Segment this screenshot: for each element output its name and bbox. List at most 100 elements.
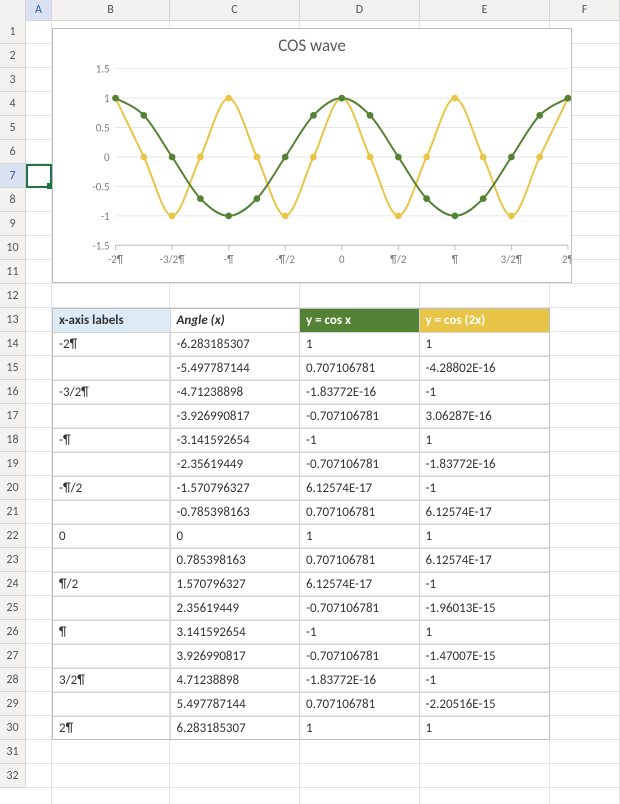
column-header-D[interactable]: D — [300, 0, 420, 20]
table-cell[interactable]: 0 — [171, 525, 300, 549]
table-cell[interactable]: -0.785398163 — [171, 501, 300, 525]
table-cell[interactable]: 6.12574E-17 — [420, 549, 549, 573]
table-cell[interactable]: -0.707106781 — [300, 453, 420, 477]
row-header-1[interactable]: 1 — [0, 20, 26, 44]
row-header-13[interactable]: 13 — [0, 308, 26, 332]
row-header-27[interactable]: 27 — [0, 644, 26, 668]
table-cell[interactable]: -3.926990817 — [171, 405, 300, 429]
table-cell[interactable] — [53, 645, 171, 669]
table-cell[interactable]: 1 — [300, 333, 420, 357]
row-header-3[interactable]: 3 — [0, 68, 26, 92]
row-header-8[interactable]: 8 — [0, 188, 26, 212]
table-cell[interactable]: -1 — [300, 621, 420, 645]
table-cell[interactable]: 3/2¶ — [53, 669, 171, 693]
table-cell[interactable] — [53, 405, 171, 429]
table-cell[interactable]: -1 — [420, 573, 549, 597]
table-cell[interactable]: 3.06287E-16 — [420, 405, 549, 429]
row-header-5[interactable]: 5 — [0, 116, 26, 140]
row-header-11[interactable]: 11 — [0, 260, 26, 284]
table-cell[interactable]: -1.47007E-15 — [420, 645, 549, 669]
row-header-6[interactable]: 6 — [0, 140, 26, 164]
row-header-30[interactable]: 30 — [0, 716, 26, 740]
table-cell[interactable] — [53, 549, 171, 573]
row-header-26[interactable]: 26 — [0, 620, 26, 644]
table-cell[interactable]: -1 — [420, 477, 549, 501]
table-cell[interactable]: -1.570796327 — [171, 477, 300, 501]
table-cell[interactable]: 1 — [420, 717, 549, 741]
table-cell[interactable] — [53, 597, 171, 621]
table-cell[interactable] — [53, 693, 171, 717]
table-cell[interactable]: 0.707106781 — [300, 501, 420, 525]
table-cell[interactable]: 6.12574E-17 — [300, 573, 420, 597]
row-header-17[interactable]: 17 — [0, 404, 26, 428]
table-cell[interactable]: -1.83772E-16 — [300, 381, 420, 405]
table-cell[interactable]: 1.570796327 — [171, 573, 300, 597]
table-header-cell[interactable]: y = cos (2x) — [420, 309, 549, 333]
table-cell[interactable]: 2.35619449 — [171, 597, 300, 621]
select-all-corner[interactable] — [0, 0, 26, 20]
row-header-10[interactable]: 10 — [0, 236, 26, 260]
row-header-15[interactable]: 15 — [0, 356, 26, 380]
table-header-cell[interactable]: x-axis labels — [53, 309, 171, 333]
table-cell[interactable]: -2.35619449 — [171, 453, 300, 477]
table-cell[interactable]: -0.707106781 — [300, 405, 420, 429]
table-cell[interactable]: -¶ — [53, 429, 171, 453]
table-cell[interactable]: 6.12574E-17 — [300, 477, 420, 501]
table-cell[interactable]: -1 — [300, 429, 420, 453]
table-cell[interactable]: -1.96013E-15 — [420, 597, 549, 621]
table-cell[interactable]: -2¶ — [53, 333, 171, 357]
table-cell[interactable]: 1 — [300, 525, 420, 549]
table-cell[interactable]: 5.497787144 — [171, 693, 300, 717]
row-header-16[interactable]: 16 — [0, 380, 26, 404]
row-header-12[interactable]: 12 — [0, 284, 26, 308]
table-cell[interactable]: 0.707106781 — [300, 693, 420, 717]
table-cell[interactable]: -3/2¶ — [53, 381, 171, 405]
table-cell[interactable]: 6.283185307 — [171, 717, 300, 741]
column-header-F[interactable]: F — [550, 0, 620, 20]
table-cell[interactable]: -6.283185307 — [171, 333, 300, 357]
table-cell[interactable]: -4.71238898 — [171, 381, 300, 405]
table-cell[interactable]: 6.12574E-17 — [420, 501, 549, 525]
table-cell[interactable]: 0.785398163 — [171, 549, 300, 573]
row-header-2[interactable]: 2 — [0, 44, 26, 68]
table-cell[interactable]: -1.83772E-16 — [300, 669, 420, 693]
table-cell[interactable]: 2¶ — [53, 717, 171, 741]
row-header-19[interactable]: 19 — [0, 452, 26, 476]
table-cell[interactable]: 1 — [420, 621, 549, 645]
row-header-7[interactable]: 7 — [0, 164, 26, 188]
row-header-21[interactable]: 21 — [0, 500, 26, 524]
table-header-cell[interactable]: Angle (x) — [171, 309, 300, 333]
table-cell[interactable]: -3.141592654 — [171, 429, 300, 453]
table-cell[interactable]: 3.926990817 — [171, 645, 300, 669]
table-cell[interactable]: 0.707106781 — [300, 357, 420, 381]
column-header-B[interactable]: B — [52, 0, 170, 20]
row-header-32[interactable]: 32 — [0, 764, 26, 788]
table-cell[interactable]: 1 — [420, 525, 549, 549]
table-cell[interactable]: ¶/2 — [53, 573, 171, 597]
table-cell[interactable]: -1 — [420, 669, 549, 693]
table-cell[interactable]: -0.707106781 — [300, 597, 420, 621]
table-cell[interactable]: -5.497787144 — [171, 357, 300, 381]
chart-cos-wave[interactable]: COS wave -1.5-1-0.500.511.5-2¶-3/2¶-¶-¶/… — [52, 28, 572, 283]
table-cell[interactable]: -4.28802E-16 — [420, 357, 549, 381]
row-header-29[interactable]: 29 — [0, 692, 26, 716]
row-header-31[interactable]: 31 — [0, 740, 26, 764]
table-cell[interactable]: 3.141592654 — [171, 621, 300, 645]
row-header-28[interactable]: 28 — [0, 668, 26, 692]
table-cell[interactable]: -1 — [420, 381, 549, 405]
row-header-14[interactable]: 14 — [0, 332, 26, 356]
row-header-22[interactable]: 22 — [0, 524, 26, 548]
table-cell[interactable] — [53, 357, 171, 381]
column-header-E[interactable]: E — [420, 0, 550, 20]
table-cell[interactable]: 1 — [300, 717, 420, 741]
column-header-C[interactable]: C — [170, 0, 300, 20]
table-cell[interactable]: -¶/2 — [53, 477, 171, 501]
row-header-4[interactable]: 4 — [0, 92, 26, 116]
row-header-23[interactable]: 23 — [0, 548, 26, 572]
table-cell[interactable]: -0.707106781 — [300, 645, 420, 669]
row-header-20[interactable]: 20 — [0, 476, 26, 500]
grid[interactable]: COS wave -1.5-1-0.500.511.5-2¶-3/2¶-¶-¶/… — [26, 20, 620, 804]
table-cell[interactable] — [53, 453, 171, 477]
row-header-9[interactable]: 9 — [0, 212, 26, 236]
table-cell[interactable]: 1 — [420, 333, 549, 357]
